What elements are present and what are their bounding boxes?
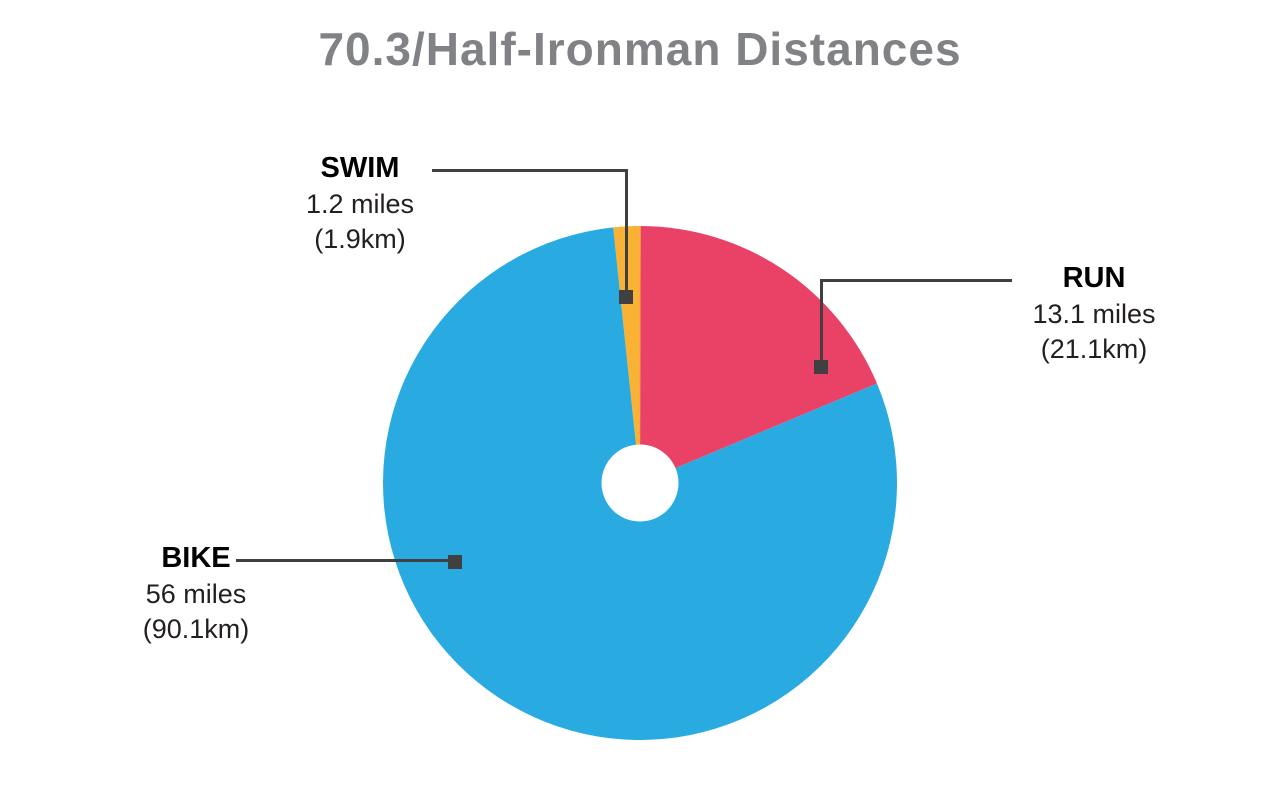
swim-slice-marker [619,290,633,304]
bike-miles: 56 miles [145,579,247,610]
run-miles: 13.1 miles [1032,299,1156,330]
swim-callout-line-vertical [625,169,628,295]
pie-chart-svg [383,225,898,741]
swim-name: SWIM [320,152,400,184]
run-slice-marker [814,360,828,374]
swim-callout-label: SWIM 1.2 miles (1.9km) [260,150,460,256]
bike-slice-marker [448,555,462,569]
bike-km: (90.1km) [142,613,250,644]
bike-callout-line-horizontal [236,559,452,562]
swim-callout-line-horizontal [432,169,628,172]
run-callout-label: RUN 13.1 miles (21.1km) [994,260,1194,366]
pie-slice-run [640,226,877,483]
run-name: RUN [1062,262,1126,294]
swim-km: (1.9km) [314,223,406,254]
bike-name: BIKE [161,542,231,574]
bike-callout-label: BIKE 56 miles (90.1km) [96,540,296,646]
donut-hole [601,444,679,522]
run-km: (21.1km) [1040,333,1148,364]
swim-miles: 1.2 miles [305,189,415,220]
pie-chart [383,225,898,741]
run-callout-line-horizontal [820,279,1012,282]
run-callout-line-vertical [820,279,823,363]
chart-title: 70.3/Half-Ironman Distances [318,23,962,75]
